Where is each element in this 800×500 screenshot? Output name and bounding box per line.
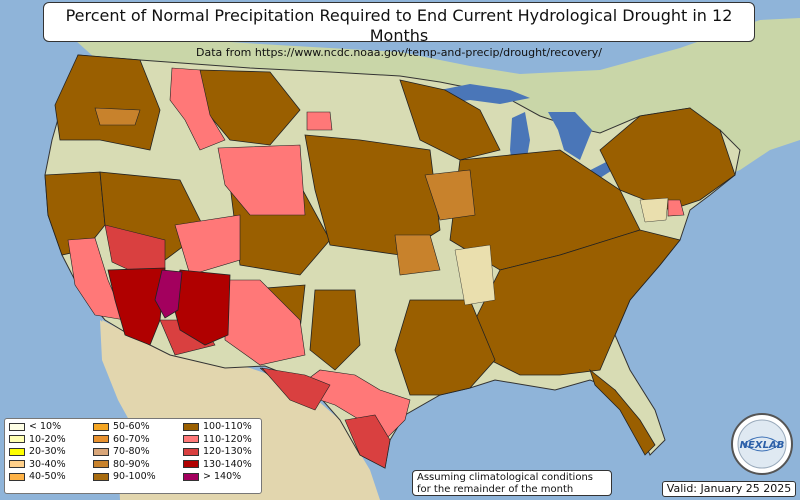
legend-item: 80-90% xyxy=(93,459,156,471)
region-100-110 xyxy=(44,54,736,456)
region-texas-panhandle xyxy=(309,289,361,371)
region-south-texas xyxy=(344,414,391,469)
region-new-mexico-west xyxy=(224,279,306,366)
region-south-dakota-spot xyxy=(306,111,333,131)
logo-arc xyxy=(743,436,781,452)
legend-swatch xyxy=(183,447,199,456)
legend-label: > 140% xyxy=(203,471,242,482)
legend-swatch xyxy=(9,435,25,443)
legend-item: < 10% xyxy=(9,421,66,433)
region-mid-atlantic-light xyxy=(639,197,669,223)
legend-label: 130-140% xyxy=(203,458,252,470)
legend-swatch xyxy=(9,460,25,468)
canada-land xyxy=(75,18,800,178)
legend-label: 100-110% xyxy=(203,421,252,432)
region-130-140 xyxy=(107,267,231,346)
region-mississippi-light xyxy=(454,244,496,306)
legend-item: 110-120% xyxy=(183,434,252,446)
region-gulf-coast xyxy=(394,299,496,396)
region-texas-southwest xyxy=(261,367,331,411)
legend-swatch xyxy=(183,435,199,443)
legend-column-2: 50-60% 60-70% 70-80% 80-90% 90-100% xyxy=(93,421,156,484)
legend-item: 60-70% xyxy=(93,434,156,446)
legend-swatch xyxy=(93,447,109,456)
legend-label: 30-40% xyxy=(29,458,66,470)
region-delaware xyxy=(667,199,685,217)
legend-label: 40-50% xyxy=(29,471,66,482)
legend-label: 90-100% xyxy=(113,471,156,482)
nexlab-logo: NEXLAB xyxy=(731,413,793,475)
region-missouri xyxy=(424,169,476,221)
region-light xyxy=(454,197,669,306)
legend-label: 20-30% xyxy=(29,446,66,457)
valid-date: Valid: January 25 2025 xyxy=(662,481,796,497)
legend-label: 110-120% xyxy=(203,433,252,445)
legend-label: 60-70% xyxy=(113,433,150,445)
lake-huron xyxy=(548,112,592,160)
legend-label: 80-90% xyxy=(113,458,150,470)
legend-swatch xyxy=(183,460,199,468)
region-northeast xyxy=(599,107,736,211)
legend-column-1: < 10% 10-20% 20-30% 30-40% 40-50% xyxy=(9,421,66,484)
region-120-130 xyxy=(104,224,391,469)
legend-label: 120-130% xyxy=(203,446,252,457)
title-box: Percent of Normal Precipitation Required… xyxy=(43,2,755,59)
region-lower-colorado-river xyxy=(107,267,166,346)
legend-item: 30-40% xyxy=(9,459,66,471)
legend-item: 10-20% xyxy=(9,434,66,446)
legend-swatch xyxy=(93,435,109,443)
climatology-note: Assuming climatological conditions for t… xyxy=(412,470,612,496)
legend-item: 20-30% xyxy=(9,446,66,458)
region-florida xyxy=(589,368,656,456)
legend-swatch xyxy=(9,422,25,431)
legend-swatch xyxy=(93,422,109,431)
legend-item: 100-110% xyxy=(183,421,252,433)
legend: < 10% 10-20% 20-30% 30-40% 40-50% 50-60%… xyxy=(4,418,262,494)
region-upper-midwest xyxy=(399,79,501,161)
legend-item: 90-100% xyxy=(93,471,156,483)
legend-label: < 10% xyxy=(29,421,62,432)
note-line-1: Assuming climatological conditions xyxy=(417,472,593,483)
note-line-2: for the remainder of the month xyxy=(417,484,574,495)
legend-swatch xyxy=(183,422,199,431)
legend-item: > 140% xyxy=(183,471,252,483)
legend-label: 10-20% xyxy=(29,433,66,445)
region-wyoming-south xyxy=(217,144,306,216)
logo-globe xyxy=(737,419,787,469)
map-title: Percent of Normal Precipitation Required… xyxy=(65,6,733,45)
legend-swatch xyxy=(183,472,199,481)
legend-label: 50-60% xyxy=(113,421,150,432)
logo-text: NEXLAB xyxy=(740,440,785,451)
region-oklahoma-east xyxy=(394,234,441,276)
region-washington-spot xyxy=(94,107,141,126)
legend-column-3: 100-110% 110-120% 120-130% 130-140% > 14… xyxy=(183,421,252,484)
legend-label: 70-80% xyxy=(113,446,150,457)
legend-item: 50-60% xyxy=(93,421,156,433)
legend-item: 70-80% xyxy=(93,446,156,458)
legend-swatch xyxy=(93,460,109,468)
legend-item: 40-50% xyxy=(9,471,66,483)
region-over-140 xyxy=(154,269,183,319)
map-subtitle: Data from https://www.ncdc.noaa.gov/temp… xyxy=(196,46,602,59)
legend-item: 120-130% xyxy=(183,446,252,458)
region-arizona-north xyxy=(174,214,241,276)
baja-land xyxy=(100,320,150,440)
legend-swatch xyxy=(9,472,25,481)
legend-swatch xyxy=(93,472,109,481)
region-little-colorado xyxy=(154,269,183,319)
region-80-90 xyxy=(94,107,476,276)
region-pacific-northwest xyxy=(54,54,161,151)
legend-swatch xyxy=(9,447,25,456)
legend-item: 130-140% xyxy=(183,459,252,471)
region-idaho-montana xyxy=(169,67,226,151)
